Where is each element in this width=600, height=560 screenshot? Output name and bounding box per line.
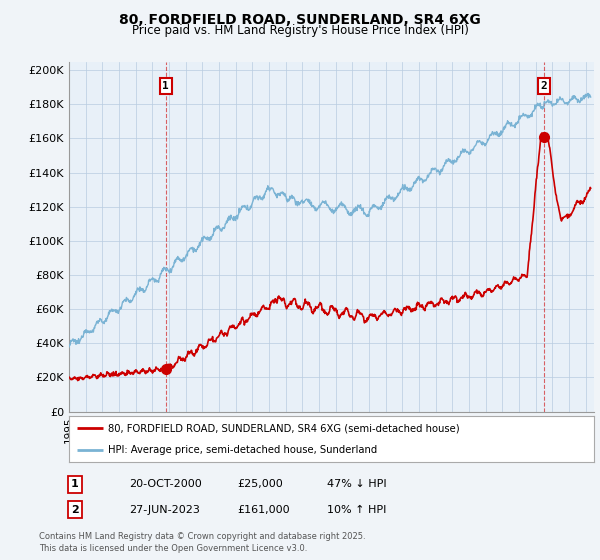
Text: 20-OCT-2000: 20-OCT-2000 bbox=[129, 479, 202, 489]
Text: 80, FORDFIELD ROAD, SUNDERLAND, SR4 6XG: 80, FORDFIELD ROAD, SUNDERLAND, SR4 6XG bbox=[119, 13, 481, 27]
Text: 2: 2 bbox=[541, 81, 547, 91]
Text: 80, FORDFIELD ROAD, SUNDERLAND, SR4 6XG (semi-detached house): 80, FORDFIELD ROAD, SUNDERLAND, SR4 6XG … bbox=[109, 423, 460, 433]
Text: £161,000: £161,000 bbox=[237, 505, 290, 515]
Text: 1: 1 bbox=[162, 81, 169, 91]
Text: Price paid vs. HM Land Registry's House Price Index (HPI): Price paid vs. HM Land Registry's House … bbox=[131, 24, 469, 38]
Text: 2: 2 bbox=[71, 505, 79, 515]
Text: £25,000: £25,000 bbox=[237, 479, 283, 489]
Text: 47% ↓ HPI: 47% ↓ HPI bbox=[327, 479, 386, 489]
Text: 27-JUN-2023: 27-JUN-2023 bbox=[129, 505, 200, 515]
Text: Contains HM Land Registry data © Crown copyright and database right 2025.
This d: Contains HM Land Registry data © Crown c… bbox=[39, 533, 365, 553]
Text: HPI: Average price, semi-detached house, Sunderland: HPI: Average price, semi-detached house,… bbox=[109, 445, 377, 455]
Text: 1: 1 bbox=[71, 479, 79, 489]
Text: 10% ↑ HPI: 10% ↑ HPI bbox=[327, 505, 386, 515]
